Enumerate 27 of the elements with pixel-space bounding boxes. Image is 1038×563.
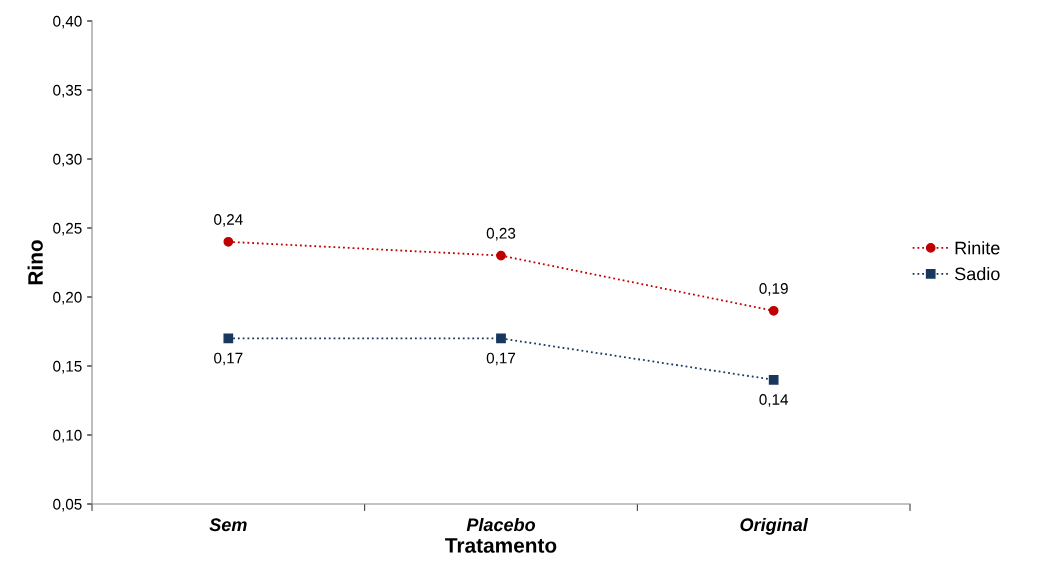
data-label: 0,23	[486, 227, 516, 241]
x-tick-label: Placebo	[466, 517, 536, 532]
y-tick-label: 0,35	[53, 84, 82, 98]
legend-label: Rinite	[955, 241, 1000, 255]
x-tick-label: Sem	[209, 518, 247, 532]
point	[496, 250, 506, 261]
y-tick-label: 0,05	[53, 498, 82, 512]
data-label: 0,17	[486, 352, 516, 366]
y-tick-label: 0,10	[53, 429, 82, 443]
y-axis-title: Rino	[27, 240, 43, 285]
data-label: 0,24	[214, 214, 243, 227]
data-label: 0,17	[214, 352, 243, 366]
point	[768, 305, 779, 316]
y-tick-label: 0,30	[53, 153, 82, 167]
point	[223, 333, 234, 344]
data-label: 0,14	[759, 394, 789, 407]
x-axis-title: Tratamento	[445, 538, 557, 553]
y-tick-label: 0,15	[53, 360, 82, 374]
point	[223, 236, 234, 247]
y-tick-label: 0,25	[53, 222, 82, 236]
point	[496, 333, 506, 344]
point	[768, 374, 779, 385]
legend-label: Sadio	[955, 267, 1000, 281]
data-label: 0,19	[759, 283, 788, 296]
x-tick-label: Original	[740, 517, 809, 535]
y-tick-label: 0,40	[53, 15, 82, 29]
y-tick-label: 0,20	[53, 291, 82, 305]
